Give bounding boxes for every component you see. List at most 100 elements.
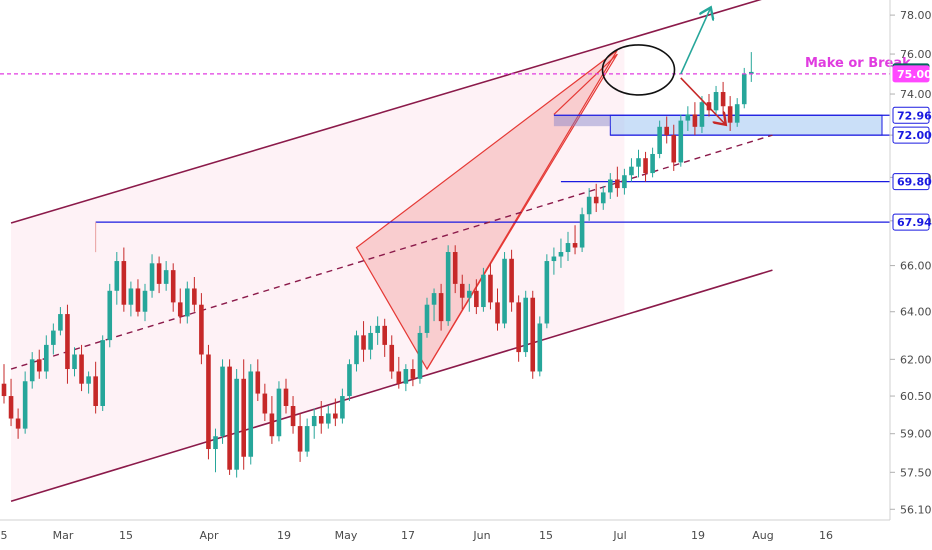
- candle-body: [530, 297, 536, 372]
- time-tick-label: 17: [401, 529, 415, 542]
- candle-body: [424, 304, 430, 333]
- time-axis[interactable]: 5 Mar 15 Apr 19 May 17 Jun 15 Jul 19 Aug 16: [1, 529, 834, 542]
- support-zone-box: [609, 114, 883, 136]
- candle-body: [629, 166, 634, 176]
- price-axis[interactable]: 56.1057.5059.0060.5062.0064.0066.0068.00…: [890, 9, 932, 516]
- price-tag: 69.80: [892, 173, 932, 191]
- candle-body: [474, 290, 479, 308]
- candle-body: [713, 92, 719, 111]
- candle-body: [297, 426, 303, 452]
- candle-body: [403, 369, 409, 384]
- candle-body: [1, 383, 7, 397]
- bullish-arrow: [680, 7, 711, 75]
- time-tick-label: Jul: [612, 529, 626, 542]
- candles: [1, 52, 754, 478]
- candle-body: [438, 293, 444, 322]
- candle-body: [234, 378, 239, 470]
- candle-body: [445, 252, 451, 322]
- candle-body: [156, 263, 162, 284]
- candle-body: [537, 323, 543, 372]
- candle-body: [192, 288, 197, 305]
- candle-body: [79, 354, 84, 384]
- candle-body: [579, 214, 585, 248]
- candle-body: [354, 335, 359, 365]
- bearish-arrow: [680, 77, 726, 125]
- candle-body: [213, 436, 218, 450]
- candle-body: [636, 158, 641, 167]
- candle-body: [657, 126, 662, 154]
- price-tick-label: 57.50: [900, 466, 932, 479]
- candle-body: [283, 388, 289, 406]
- candle-body: [523, 297, 528, 353]
- candle-body: [368, 332, 373, 350]
- price-tag-label: 69.80: [897, 176, 932, 189]
- candle-body: [22, 381, 28, 429]
- candle-body: [318, 416, 324, 424]
- price-tick-label: 66.00: [900, 260, 932, 273]
- candle-body: [255, 371, 261, 394]
- candle-body: [608, 179, 613, 193]
- candle-body: [135, 288, 141, 312]
- candle-body: [206, 354, 211, 450]
- price-tick-label: 74.00: [900, 88, 932, 101]
- candle-body: [685, 114, 691, 121]
- candle-body: [586, 196, 592, 215]
- channel-lower-line: [10, 269, 773, 503]
- candle-body: [93, 376, 98, 406]
- time-tick-label: Aug: [752, 529, 773, 542]
- candle-body: [593, 196, 599, 204]
- candle-body: [262, 393, 268, 414]
- candle-body: [727, 106, 733, 123]
- candle-body: [100, 340, 105, 406]
- make-or-break-label: Make or Break: [805, 56, 911, 71]
- channel-fill: [11, 40, 625, 502]
- candle-body: [65, 314, 70, 370]
- candle-body: [600, 192, 606, 204]
- candle-body: [86, 376, 91, 384]
- candle-body: [551, 256, 557, 262]
- time-tick-label: Apr: [199, 529, 219, 542]
- price-tick-label: 62.00: [900, 353, 932, 366]
- candle-body: [326, 413, 331, 424]
- candle-body: [467, 290, 472, 298]
- candle-body: [340, 396, 345, 419]
- support-zone-box-overlap: [553, 115, 611, 127]
- price-tick-label: 60.50: [900, 390, 932, 403]
- channel-upper-line: [10, 0, 762, 224]
- time-tick-label: Mar: [53, 529, 74, 542]
- price-tag-box: [892, 173, 930, 191]
- price-tag: 75.00: [892, 65, 932, 83]
- candle-body: [185, 288, 190, 317]
- candle-body: [720, 92, 726, 107]
- candle-body: [121, 261, 127, 305]
- candle-body: [622, 175, 627, 189]
- candle-body: [44, 344, 49, 372]
- time-tick-label: 15: [119, 529, 133, 542]
- highlight-ellipse: [601, 44, 676, 96]
- price-tick-label: 64.00: [900, 306, 932, 319]
- price-tag-label: 75.00: [897, 68, 932, 81]
- candle-body: [114, 261, 120, 291]
- candle-body: [741, 73, 747, 105]
- candle-body: [29, 359, 35, 382]
- price-tick-label: 56.10: [900, 503, 932, 516]
- time-tick-label: 19: [277, 529, 291, 542]
- candle-body: [361, 335, 366, 350]
- price-tag-label: 67.94: [897, 216, 932, 229]
- candle-body: [248, 371, 254, 457]
- time-tick-label: 5: [1, 529, 8, 542]
- candle-body: [72, 354, 77, 370]
- candle-body: [615, 179, 620, 189]
- candle-body: [459, 283, 465, 298]
- candle-body: [650, 153, 655, 174]
- candle-body: [396, 371, 402, 384]
- candle-body: [749, 71, 754, 74]
- price-tag-box: [892, 126, 930, 144]
- candle-body: [333, 413, 338, 419]
- candle-body: [199, 304, 204, 355]
- candle-body: [678, 120, 684, 163]
- candle-body: [163, 270, 169, 284]
- candle-body: [290, 405, 296, 427]
